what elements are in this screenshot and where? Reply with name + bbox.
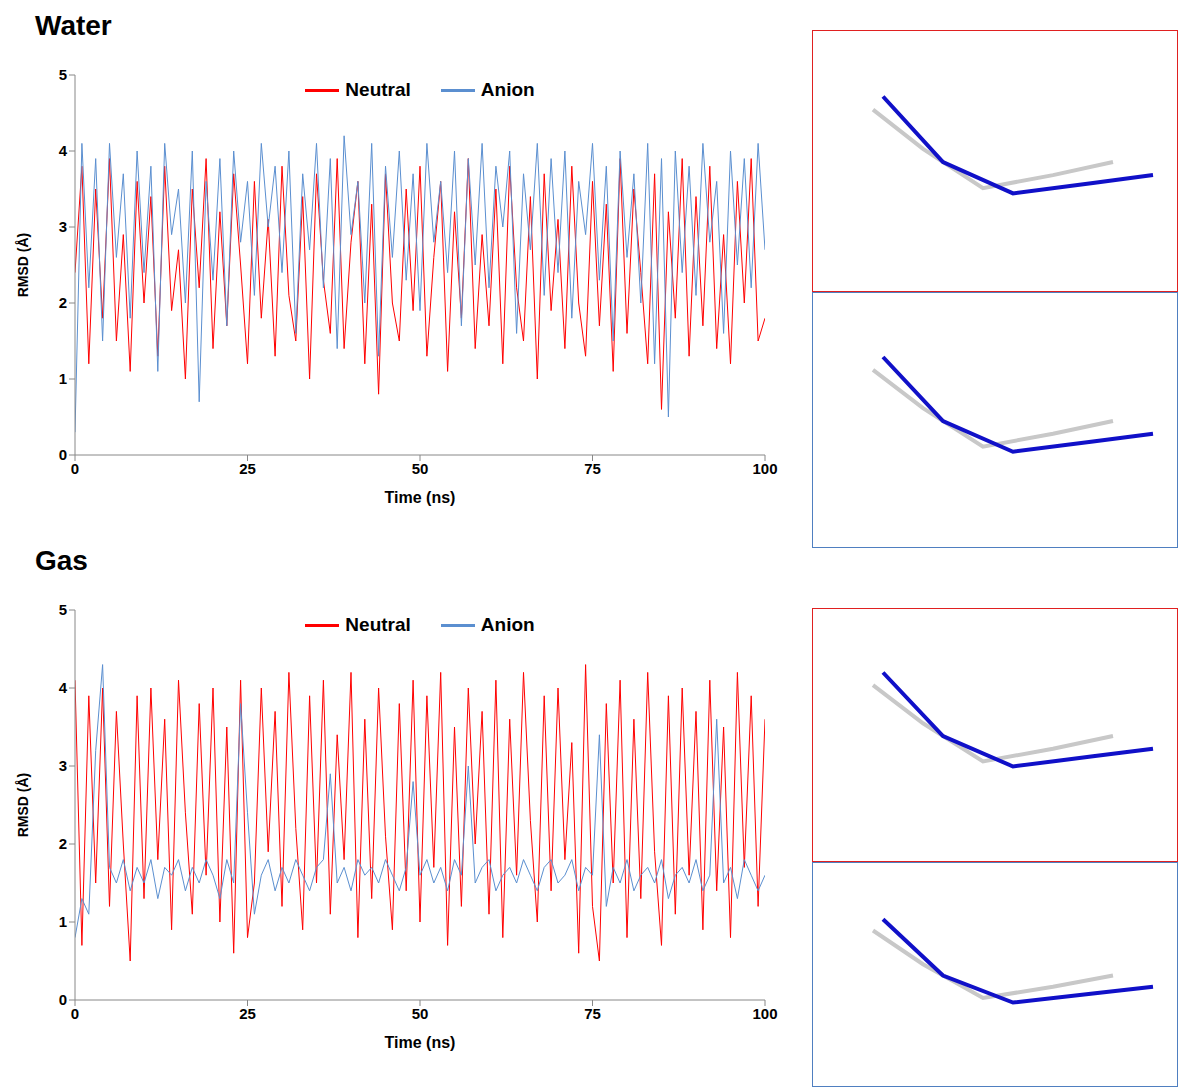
html-text:Anion: Anion: [480, 614, 535, 635]
svg-text:2: 2: [59, 294, 67, 311]
svg-text:2: 2: [59, 835, 67, 852]
svg-text:1: 1: [59, 370, 67, 387]
svg-text:1: 1: [59, 913, 67, 930]
svg-text:25: 25: [239, 460, 256, 477]
svg-text:50: 50: [412, 460, 429, 477]
svg-text:0: 0: [59, 991, 67, 1008]
svg-text:3: 3: [59, 218, 67, 235]
svg-text:75: 75: [584, 460, 601, 477]
svg-text:0: 0: [59, 446, 67, 463]
html-text:Gas: Gas: [35, 545, 88, 576]
html-text:Neutral: Neutral: [345, 614, 411, 635]
svg-text:Time (ns): Time (ns): [385, 489, 456, 506]
svg-text:0: 0: [71, 1005, 79, 1022]
svg-text:50: 50: [412, 1005, 429, 1022]
svg-text:100: 100: [752, 1005, 777, 1022]
svg-text:100: 100: [752, 460, 777, 477]
svg-text:0: 0: [71, 460, 79, 477]
svg-text:4: 4: [59, 679, 68, 696]
html-text:Neutral: Neutral: [345, 79, 411, 100]
html-text:Anion: Anion: [480, 79, 535, 100]
svg-text:4: 4: [59, 142, 68, 159]
svg-text:RMSD (Å): RMSD (Å): [15, 233, 31, 298]
svg-text:5: 5: [59, 66, 67, 83]
svg-text:75: 75: [584, 1005, 601, 1022]
html-text:Water: Water: [35, 10, 112, 41]
svg-text:3: 3: [59, 757, 67, 774]
svg-text:25: 25: [239, 1005, 256, 1022]
svg-text:RMSD (Å): RMSD (Å): [15, 773, 31, 838]
svg-text:5: 5: [59, 601, 67, 618]
svg-text:Time (ns): Time (ns): [385, 1034, 456, 1051]
